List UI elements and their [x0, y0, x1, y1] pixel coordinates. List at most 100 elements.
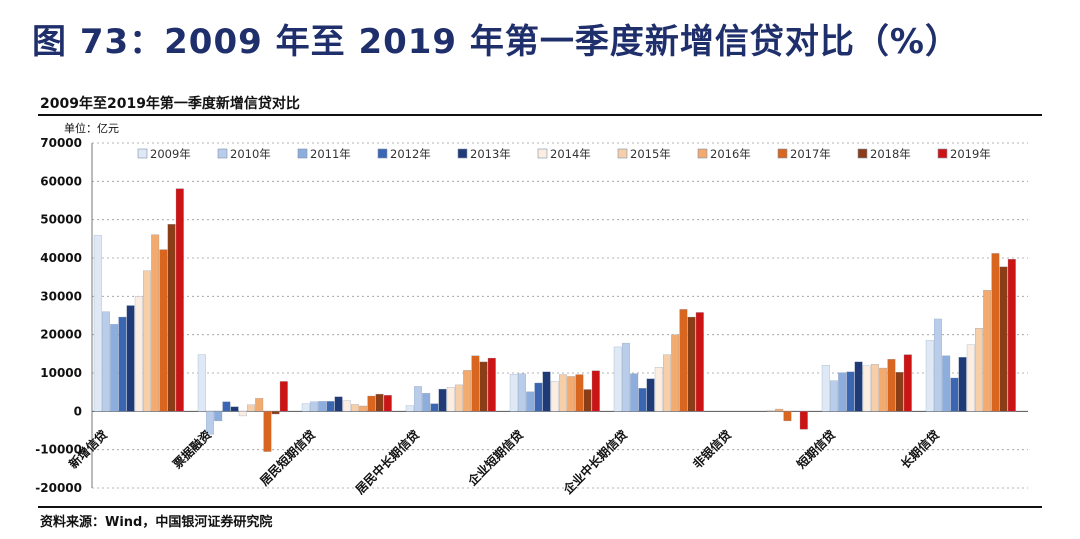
bar: [934, 318, 942, 412]
bar: [102, 311, 110, 412]
bar: [871, 364, 879, 412]
bar: [638, 388, 647, 412]
bar: [93, 235, 102, 412]
bar: [630, 373, 639, 412]
bar: [567, 376, 576, 412]
category-label: 企业中长期信贷: [559, 427, 630, 498]
bar: [175, 188, 184, 412]
bar: [197, 354, 206, 412]
bar: [422, 393, 431, 412]
bar: [583, 389, 592, 412]
y-tick-label: -10000: [35, 443, 82, 457]
legend-swatch: [297, 148, 308, 159]
bar: [526, 391, 535, 412]
bar: [509, 373, 518, 412]
legend-label: 2015年: [630, 147, 671, 161]
legend-swatch: [937, 148, 948, 159]
bar: [159, 249, 168, 412]
bar: [405, 405, 414, 412]
bar: [983, 290, 992, 412]
bar: [326, 401, 335, 412]
bar: [255, 398, 264, 412]
bar: [942, 355, 951, 412]
bar: [663, 354, 671, 412]
bar: [830, 380, 838, 412]
bar: [383, 395, 392, 412]
bar: [318, 401, 327, 412]
bar: [879, 367, 888, 412]
bar: [238, 411, 247, 417]
legend-label: 2018年: [870, 147, 911, 161]
legend-swatch: [137, 148, 148, 159]
legend-swatch: [217, 148, 228, 159]
bar: [958, 357, 967, 412]
bar: [903, 354, 912, 412]
bar: [471, 355, 480, 412]
bar: [455, 384, 463, 412]
bar: [351, 404, 359, 412]
bar: [559, 374, 567, 412]
y-tick-label: 20000: [40, 328, 82, 342]
bar: [534, 382, 543, 412]
bar: [775, 408, 784, 412]
legend-label: 2016年: [710, 147, 751, 161]
bar: [799, 411, 808, 430]
figure-title: 图 73：2009 年至 2019 年第一季度新增信贷对比（%）: [32, 22, 960, 62]
bar: [518, 373, 526, 412]
bar: [279, 381, 288, 412]
title-rule: [38, 114, 1042, 116]
legend-label: 2011年: [310, 147, 351, 161]
bar: [838, 372, 847, 412]
bar: [151, 234, 160, 412]
legend-swatch: [777, 148, 788, 159]
bar: [263, 411, 272, 452]
bar: [895, 372, 904, 412]
bar: [126, 305, 135, 412]
bar: [575, 374, 584, 412]
bar: [550, 381, 559, 412]
category-label: 居民中长期信贷: [352, 427, 422, 497]
legend-label: 2010年: [230, 147, 271, 161]
bar: [646, 378, 655, 412]
category-label: 非银信贷: [690, 427, 735, 472]
bar: [887, 359, 896, 412]
bar: [334, 396, 343, 412]
bar: [446, 387, 455, 412]
source-note: 资料来源：Wind，中国银河证券研究院: [40, 515, 273, 530]
legend-label: 2012年: [390, 147, 431, 161]
bar: [975, 327, 983, 412]
bar: [247, 404, 255, 412]
bar: [414, 386, 422, 412]
legend-swatch: [857, 148, 868, 159]
bar: [854, 361, 863, 412]
bar: [487, 357, 496, 412]
y-tick-label: 50000: [40, 213, 82, 227]
y-tick-label: -20000: [35, 481, 82, 495]
bar: [1007, 258, 1016, 412]
bar: [222, 401, 231, 412]
category-label: 长期信贷: [898, 427, 943, 472]
bar: [342, 400, 351, 412]
y-tick-label: 0: [74, 404, 82, 418]
y-tick-label: 30000: [40, 289, 82, 303]
bar: [301, 403, 310, 412]
bar: [542, 371, 551, 412]
legend-swatch: [617, 148, 628, 159]
bar: [206, 411, 214, 435]
legend-label: 2017年: [790, 147, 831, 161]
legend-swatch: [377, 148, 388, 159]
bar: [622, 342, 630, 412]
y-tick-label: 10000: [40, 366, 82, 380]
bar: [479, 361, 488, 412]
bar: [110, 324, 119, 412]
bar: [925, 340, 934, 412]
bar: [613, 346, 622, 412]
bar: [783, 411, 792, 422]
bar: [463, 370, 472, 412]
legend-swatch: [697, 148, 708, 159]
legend-swatch: [537, 148, 548, 159]
bar: [687, 316, 696, 412]
bar: [214, 411, 223, 422]
bar: [271, 411, 280, 415]
